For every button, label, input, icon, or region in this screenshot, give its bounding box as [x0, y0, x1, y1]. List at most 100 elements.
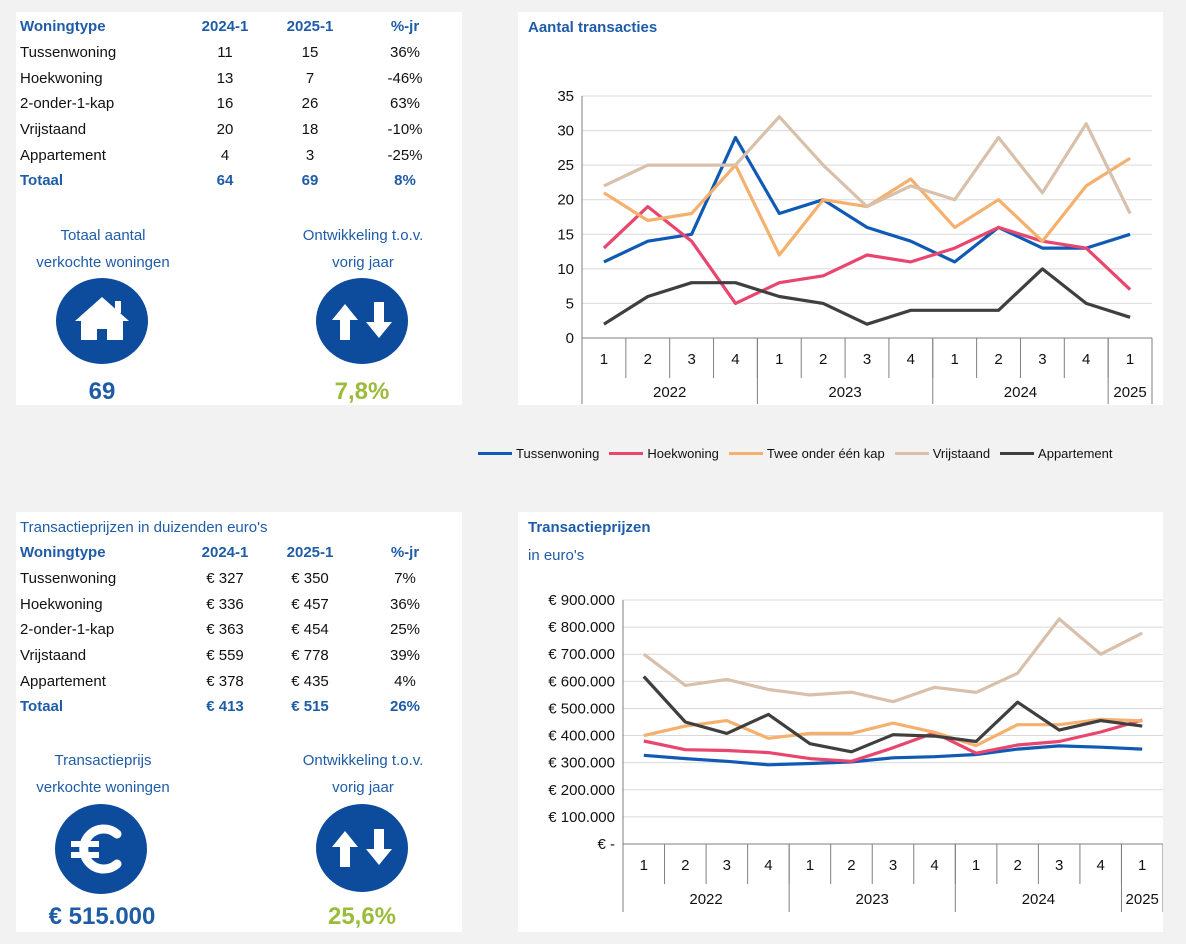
cell: € 413 [206, 698, 244, 716]
year-label: 2024 [1022, 891, 1055, 908]
cell: 36% [389, 595, 421, 613]
x-tick-label: 1 [806, 857, 814, 874]
x-tick-label: 1 [775, 351, 783, 368]
header-cell: 2025-1 [286, 18, 334, 36]
caption-line: verkochte woningen [36, 254, 170, 271]
cell: 36% [389, 44, 421, 62]
series-line-vrijstaand [642, 617, 1143, 704]
header-cell: Woningtype [20, 18, 106, 36]
cell: 8% [394, 172, 416, 190]
header-cell: Woningtype [20, 544, 106, 562]
x-tick-label: 4 [1097, 857, 1105, 874]
cell: 64 [216, 172, 234, 190]
cell: € 515 [291, 698, 329, 716]
x-tick-label: 1 [972, 857, 980, 874]
x-tick-label: 4 [764, 857, 772, 874]
cell: € 778 [291, 647, 329, 665]
table-row: 2-onder-1-kap € 363 € 454 25% [20, 617, 470, 643]
y-tick-label: € 600.000 [548, 673, 615, 690]
series-line-twee-onder-n-kap [643, 717, 1143, 748]
cell: 2-onder-1-kap [20, 95, 115, 113]
caption-line: vorig jaar [332, 779, 394, 796]
table-header: Woningtype 2024-1 2025-1 %-jr [20, 14, 470, 40]
x-tick-label: 2 [847, 857, 855, 874]
series-line-appartement [642, 675, 1143, 754]
cell: Totaal [20, 698, 64, 716]
x-tick-label: 3 [723, 857, 731, 874]
y-tick-label: € 900.000 [548, 592, 615, 609]
y-tick-label: 35 [557, 88, 574, 105]
cell: Vrijstaand [20, 647, 87, 665]
kpi-price-value: € 515.000 [48, 903, 156, 930]
series-line-tussenwoning [603, 135, 1131, 264]
table-row: Appartement 4 3 -25% [20, 142, 470, 168]
cell: -46% [387, 69, 423, 87]
legend-item: Twee onder één kap [728, 446, 885, 461]
caption-line: Transactieprijs [54, 752, 152, 769]
cell: 16 [216, 95, 234, 113]
cell: 2-onder-1-kap [20, 621, 115, 639]
cell: 26% [389, 698, 421, 716]
table-row: Hoekwoning € 336 € 457 36% [20, 591, 470, 617]
y-tick-label: 15 [557, 226, 574, 243]
cell: 25% [389, 621, 421, 639]
legend-swatch [1000, 452, 1035, 455]
y-tick-label: 0 [566, 330, 574, 347]
x-tick-label: 2 [819, 351, 827, 368]
table-row: Tussenwoning 11 15 36% [20, 40, 470, 66]
cell: 39% [389, 647, 421, 665]
y-tick-label: 30 [557, 123, 574, 140]
header-cell: 2025-1 [286, 544, 334, 562]
cell: 63% [389, 95, 421, 113]
x-tick-label: 4 [907, 351, 915, 368]
cell: Vrijstaand [20, 121, 87, 139]
x-tick-label: 3 [889, 857, 897, 874]
y-tick-label: € - [597, 836, 615, 853]
legend-swatch [609, 452, 644, 455]
year-label: 2023 [856, 891, 889, 908]
header-cell: %-jr [390, 544, 420, 562]
cell: € 454 [291, 621, 329, 639]
y-tick-label: € 100.000 [548, 809, 615, 826]
x-tick-label: 3 [1055, 857, 1063, 874]
x-tick-label: 1 [951, 351, 959, 368]
x-tick-label: 1 [600, 351, 608, 368]
caption-line: verkochte woningen [36, 779, 170, 796]
legend-item: Vrijstaand [894, 446, 991, 461]
year-label: 2024 [1004, 384, 1037, 401]
prices-table-title: Transactieprijzen in duizenden euro's [20, 519, 268, 536]
cell: € 457 [291, 595, 329, 613]
legend-item: Hoekwoning [609, 446, 719, 461]
euro-icon [55, 804, 147, 894]
cell: -10% [387, 121, 423, 139]
x-tick-label: 2 [1013, 857, 1021, 874]
cell: 13 [216, 69, 234, 87]
legend-label: Tussenwoning [516, 446, 600, 461]
legend-item: Appartement [1000, 446, 1112, 461]
caption-line: Ontwikkeling t.o.v. [302, 752, 424, 769]
cell: Hoekwoning [20, 69, 103, 87]
x-tick-label: 3 [1038, 351, 1046, 368]
x-tick-label: 1 [1138, 857, 1146, 874]
legend-label: Twee onder één kap [766, 446, 885, 461]
header-cell: %-jr [390, 18, 420, 36]
year-label: 2025 [1113, 384, 1146, 401]
cell: 26 [301, 95, 319, 113]
y-tick-label: € 400.000 [548, 728, 615, 745]
cell: -25% [387, 146, 423, 164]
legend-label: Vrijstaand [932, 446, 991, 461]
kpi-growth-caption: Ontwikkeling t.o.v. vorig jaar [270, 222, 456, 276]
transactions-table: Woningtype 2024-1 2025-1 %-jr Tussenwoni… [20, 14, 470, 194]
x-tick-label: 2 [681, 857, 689, 874]
year-label: 2022 [653, 384, 686, 401]
y-tick-label: 20 [557, 192, 574, 209]
series-line-vrijstaand [603, 115, 1132, 215]
prices-chart: € - € 100.000 € 200.000 € 300.000 € 400.000 €… [548, 592, 1163, 912]
x-tick-label: 3 [687, 351, 695, 368]
header-cell: 2024-1 [201, 544, 249, 562]
caption-line: vorig jaar [332, 254, 394, 271]
y-tick-label: 10 [557, 261, 574, 278]
series-line-hoekwoning [602, 205, 1132, 305]
cell: 7 [305, 69, 315, 87]
table-total-row: Totaal € 413 € 515 26% [20, 694, 470, 720]
